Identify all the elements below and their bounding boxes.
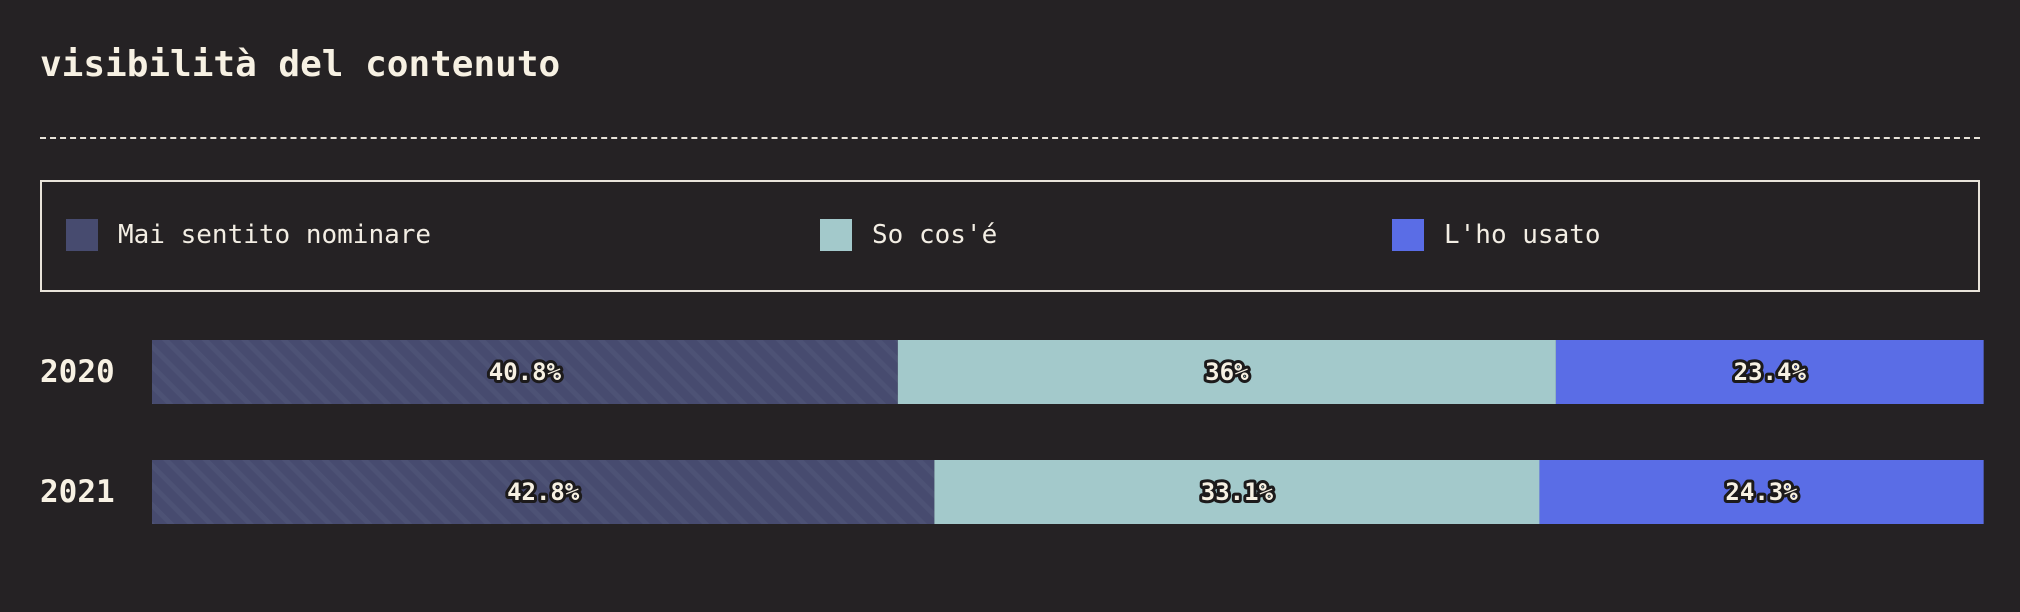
bar-2020-mai-sentito-nominare[interactable]: [152, 340, 898, 404]
data-label-2020-mai-sentito-nominare: 40.8%: [489, 358, 562, 386]
legend-swatch-usato: [1392, 219, 1424, 251]
data-label-2021-l-ho-usato: 24.3%: [1725, 478, 1798, 506]
legend-item-usato[interactable]: L'ho usato: [1392, 218, 1601, 252]
legend-label: L'ho usato: [1444, 220, 1601, 250]
bar-2021-mai-sentito-nominare[interactable]: [152, 460, 935, 524]
legend-item-so-cose[interactable]: So cos'é: [820, 218, 997, 252]
row-label-2021: 2021: [40, 474, 115, 510]
legend-label: So cos'é: [872, 220, 998, 250]
bar-2021-l-ho-usato[interactable]: [1539, 460, 1984, 524]
legend-item-mai-sentito[interactable]: Mai sentito nominare: [66, 218, 431, 252]
legend-swatch-so-cose: [820, 219, 852, 251]
data-label-2021-so-cos: 33.1%: [1201, 478, 1274, 506]
chart-title: visibilità del contenuto: [40, 44, 561, 85]
bar-2020-l-ho-usato[interactable]: [1555, 340, 1984, 404]
bar-2020-so-cos[interactable]: [897, 340, 1556, 404]
row-label-2020: 2020: [40, 354, 115, 390]
legend-label: Mai sentito nominare: [118, 220, 432, 250]
data-label-2020-l-ho-usato: 23.4%: [1734, 358, 1807, 386]
title-divider: [40, 137, 1980, 139]
legend-swatch-mai-sentito: [66, 219, 98, 251]
data-label-2021-mai-sentito-nominare: 42.8%: [507, 478, 580, 506]
data-label-2020-so-cos: 36%: [1205, 358, 1249, 386]
legend: Mai sentito nominare So cos'é L'ho usato: [40, 180, 1980, 292]
bar-2021-so-cos[interactable]: [934, 460, 1540, 524]
